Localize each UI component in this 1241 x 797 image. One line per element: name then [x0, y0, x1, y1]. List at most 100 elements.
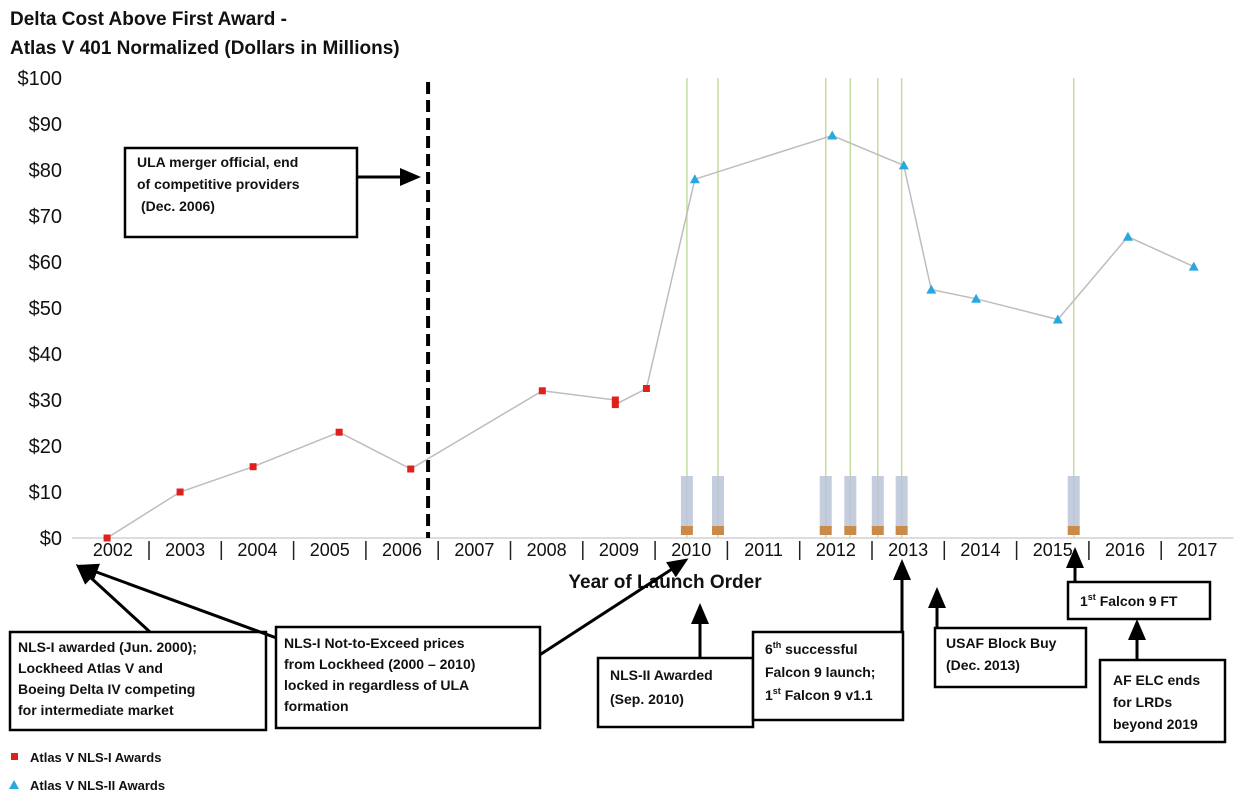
- arrow: [537, 558, 689, 658]
- rocket-icon: [1067, 476, 1080, 528]
- legend-marker: [11, 753, 18, 760]
- y-tick-label: $60: [29, 252, 62, 274]
- data-point: [926, 284, 937, 294]
- rocket-icon: [819, 476, 832, 528]
- rocket-exhaust: [844, 526, 857, 535]
- text-part: 1: [1080, 593, 1088, 609]
- superscript: st: [773, 686, 781, 696]
- text-part: 1: [765, 687, 773, 703]
- annotation: 6th successful Falcon 9 launch; 1st Falc…: [751, 559, 911, 722]
- annotation-box: [8, 630, 268, 732]
- data-point: [407, 465, 415, 473]
- y-tick-label: $70: [29, 206, 62, 228]
- data-point: [898, 160, 909, 170]
- y-tick-label: $10: [29, 482, 62, 504]
- x-tick-label: 2004: [237, 540, 277, 560]
- annotation-text: Lockheed Atlas V and: [18, 660, 163, 676]
- rocket-icon: [895, 476, 908, 528]
- annotation-text: 6th successful: [765, 640, 858, 657]
- text-part: Falcon 9 FT: [1096, 593, 1178, 609]
- y-tick-label: $20: [29, 436, 62, 458]
- annotation-text: 1st Falcon 9 v1.1: [765, 686, 873, 703]
- annotation-text: NLS-II Awarded: [610, 667, 713, 683]
- y-tick-label: $40: [29, 344, 62, 366]
- x-tick-label: 2002: [93, 540, 133, 560]
- rocket-icon: [712, 476, 725, 528]
- x-tick-label: 2017: [1177, 540, 1217, 560]
- data-point: [176, 488, 184, 496]
- data-point: [335, 428, 343, 436]
- x-tick-label: 2005: [310, 540, 350, 560]
- x-tick-label: 2013: [888, 540, 928, 560]
- data-point: [1052, 314, 1063, 324]
- y-tick-label: $80: [29, 160, 62, 182]
- rocket-icon: [871, 476, 884, 528]
- annotation: NLS-I awarded (Jun. 2000); Lockheed Atla…: [8, 563, 268, 732]
- data-point: [1122, 231, 1133, 241]
- annotation-text: Falcon 9 launch;: [765, 664, 875, 680]
- x-tick-label: 2011: [744, 540, 783, 560]
- chart-title: Atlas V 401 Normalized (Dollars in Milli…: [10, 38, 400, 59]
- x-tick-label: 2014: [960, 540, 1000, 560]
- rocket-exhaust: [680, 526, 693, 535]
- x-tick-label: 2015: [1033, 540, 1073, 560]
- y-tick-label: $30: [29, 390, 62, 412]
- annotation-box: [751, 630, 905, 722]
- text-part: Falcon 9 v1.1: [781, 687, 873, 703]
- legend: Atlas V NLS-I Awards Atlas V NLS-II Award…: [9, 750, 165, 793]
- series-line: [106, 387, 647, 539]
- rocket-exhaust: [871, 526, 884, 535]
- data-point: [642, 385, 650, 392]
- x-tick-label: 2010: [671, 540, 711, 560]
- data-point: [827, 130, 838, 140]
- rocket-exhaust: [1067, 526, 1080, 535]
- x-tick-label: 2016: [1105, 540, 1145, 560]
- annotation: ULA merger official, end of competitive …: [123, 146, 421, 239]
- annotation-box: [596, 656, 755, 729]
- annotation-text: USAF Block Buy: [946, 635, 1057, 651]
- data-point: [249, 463, 257, 471]
- legend-label: Atlas V NLS-I Awards: [30, 750, 161, 765]
- x-tick-label: 2009: [599, 540, 639, 560]
- annotation-text: formation: [284, 698, 349, 714]
- x-axis-label: Year of Launch Order: [568, 572, 762, 593]
- data-point: [611, 396, 619, 404]
- annotation-box: [1098, 658, 1227, 744]
- y-tick-label: $0: [40, 528, 62, 550]
- annotation-text: beyond 2019: [1113, 716, 1198, 732]
- text-part: successful: [781, 641, 857, 657]
- annotation-box: [1066, 580, 1212, 621]
- superscript: st: [1088, 592, 1096, 602]
- annotation-text: locked in regardless of ULA: [284, 677, 469, 693]
- rocket-exhaust: [895, 526, 908, 535]
- x-tick-label: 2003: [165, 540, 205, 560]
- annotation-text: AF ELC ends: [1113, 672, 1200, 688]
- annotation-text: for intermediate market: [18, 702, 174, 718]
- legend-label: Atlas V NLS-II Awards: [30, 778, 165, 793]
- x-tick-label: 2007: [454, 540, 494, 560]
- text-part: 6: [765, 641, 773, 657]
- annotation-box: [123, 146, 359, 239]
- x-tick-label: 2012: [816, 540, 856, 560]
- annotation: USAF Block Buy (Dec. 2013): [928, 587, 1088, 689]
- rocket-icon: [844, 476, 857, 528]
- plot-area: $0 $10 $20 $30 $40 $50 $60 $70 $80 $90 $100 2002 200…: [18, 68, 1234, 560]
- annotation-text: (Dec. 2006): [141, 198, 215, 214]
- annotation: NLS-I Not-to-Exceed prices from Lockheed…: [77, 558, 689, 730]
- annotation-text: Boeing Delta IV competing: [18, 681, 195, 697]
- rocket-exhaust: [712, 526, 725, 535]
- annotation-text: for LRDs: [1113, 694, 1172, 710]
- arrow: [77, 563, 283, 642]
- data-point: [103, 534, 111, 542]
- data-point: [689, 174, 700, 184]
- annotation-text: 1st Falcon 9 FT: [1080, 592, 1178, 609]
- annotation-box: [933, 626, 1088, 689]
- x-tick-label: 2008: [527, 540, 567, 560]
- x-tick-label: 2006: [382, 540, 422, 560]
- y-tick-label: $90: [29, 114, 62, 136]
- data-point: [611, 401, 619, 409]
- data-point: [538, 387, 546, 395]
- chart-title: Delta Cost Above First Award -: [10, 9, 287, 30]
- y-tick-label: $50: [29, 298, 62, 320]
